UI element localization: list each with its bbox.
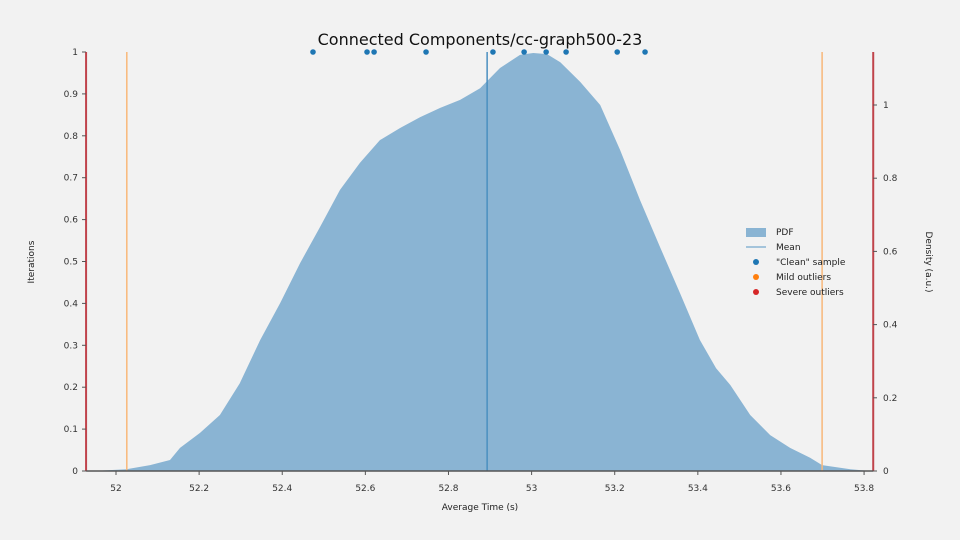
y-left-tick-label: 0.8 <box>64 132 79 142</box>
y-left-tick-label: 0.1 <box>64 425 78 435</box>
legend-label-mild: Mild outliers <box>776 273 831 283</box>
clean-sample-dots <box>310 49 648 55</box>
legend-label-pdf: PDF <box>776 228 794 238</box>
x-tick-label: 53.2 <box>605 484 625 494</box>
severe-outlier-lines <box>85 52 875 471</box>
y-right-tick-label: 0.4 <box>883 321 898 331</box>
x-tick-label: 53 <box>526 484 537 494</box>
mild-outlier-lines <box>126 52 823 471</box>
y-left-tick-label: 0.2 <box>64 383 78 393</box>
clean-sample-dot <box>364 49 370 55</box>
y-left-tick-label: 0.7 <box>64 174 78 184</box>
clean-sample-dot <box>423 49 429 55</box>
legend-item-mean: Mean <box>746 243 801 253</box>
y-left-tick-label: 0.4 <box>64 299 79 309</box>
y-axis-right: 0 0.2 0.4 0.6 0.8 1 <box>873 101 898 477</box>
x-tick-label: 52.8 <box>438 484 458 494</box>
clean-sample-dot <box>490 49 496 55</box>
y-right-tick-label: 0.6 <box>883 247 898 257</box>
y-right-tick-label: 1 <box>883 101 889 111</box>
clean-sample-dot <box>563 49 569 55</box>
x-tick-label: 53.8 <box>854 484 874 494</box>
mild-outlier-dot-icon <box>753 274 759 280</box>
legend-label-mean: Mean <box>776 243 801 253</box>
legend-item-severe: Severe outliers <box>753 288 844 298</box>
legend-item-clean: "Clean" sample <box>753 258 846 268</box>
x-tick-label: 53.6 <box>771 484 791 494</box>
y-left-tick-label: 0.6 <box>64 216 79 226</box>
pdf-swatch <box>746 228 766 237</box>
legend-label-clean: "Clean" sample <box>776 258 846 268</box>
clean-sample-dot-icon <box>753 259 759 265</box>
clean-sample-dot <box>614 49 621 55</box>
y-right-tick-label: 0.2 <box>883 394 897 404</box>
clean-sample-dot <box>543 49 549 55</box>
pdf-area <box>86 53 871 471</box>
clean-sample-dot <box>310 49 316 55</box>
x-tick-label: 52.4 <box>272 484 292 494</box>
x-tick-label: 52 <box>110 484 121 494</box>
y-left-tick-label: 0.5 <box>64 258 78 268</box>
clean-sample-dot <box>521 49 527 55</box>
plot-area <box>85 49 875 471</box>
y-left-tick-label: 1 <box>72 48 78 58</box>
y-right-tick-label: 0 <box>883 467 889 477</box>
legend: PDF Mean "Clean" sample Mild outliers Se… <box>746 228 846 298</box>
clean-sample-dot <box>371 49 377 55</box>
y-right-tick-label: 0.8 <box>883 174 898 184</box>
legend-item-mild: Mild outliers <box>753 273 831 283</box>
x-axis: 52 52.2 52.4 52.6 52.8 53 53.2 53.4 53.6 53.8 <box>86 470 874 494</box>
y-axis-right-label: Density (a.u.) <box>923 231 933 292</box>
y-left-tick-label: 0.9 <box>64 90 79 100</box>
chart-title: Connected Components/cc-graph500-23 <box>318 30 643 49</box>
legend-item-pdf: PDF <box>746 228 794 238</box>
legend-label-severe: Severe outliers <box>776 288 844 298</box>
clean-sample-dot <box>642 49 648 55</box>
x-axis-label: Average Time (s) <box>442 503 518 513</box>
x-tick-label: 52.6 <box>355 484 375 494</box>
x-tick-label: 52.2 <box>189 484 209 494</box>
x-tick-label: 53.4 <box>688 484 708 494</box>
severe-outlier-dot-icon <box>753 289 759 295</box>
y-axis-left-label: Iterations <box>27 240 37 283</box>
y-left-tick-label: 0.3 <box>64 341 78 351</box>
y-axis-left: 0 0.1 0.2 0.3 0.4 0.5 0.6 0.7 0.8 0.9 1 <box>64 48 86 477</box>
y-left-tick-label: 0 <box>72 467 78 477</box>
